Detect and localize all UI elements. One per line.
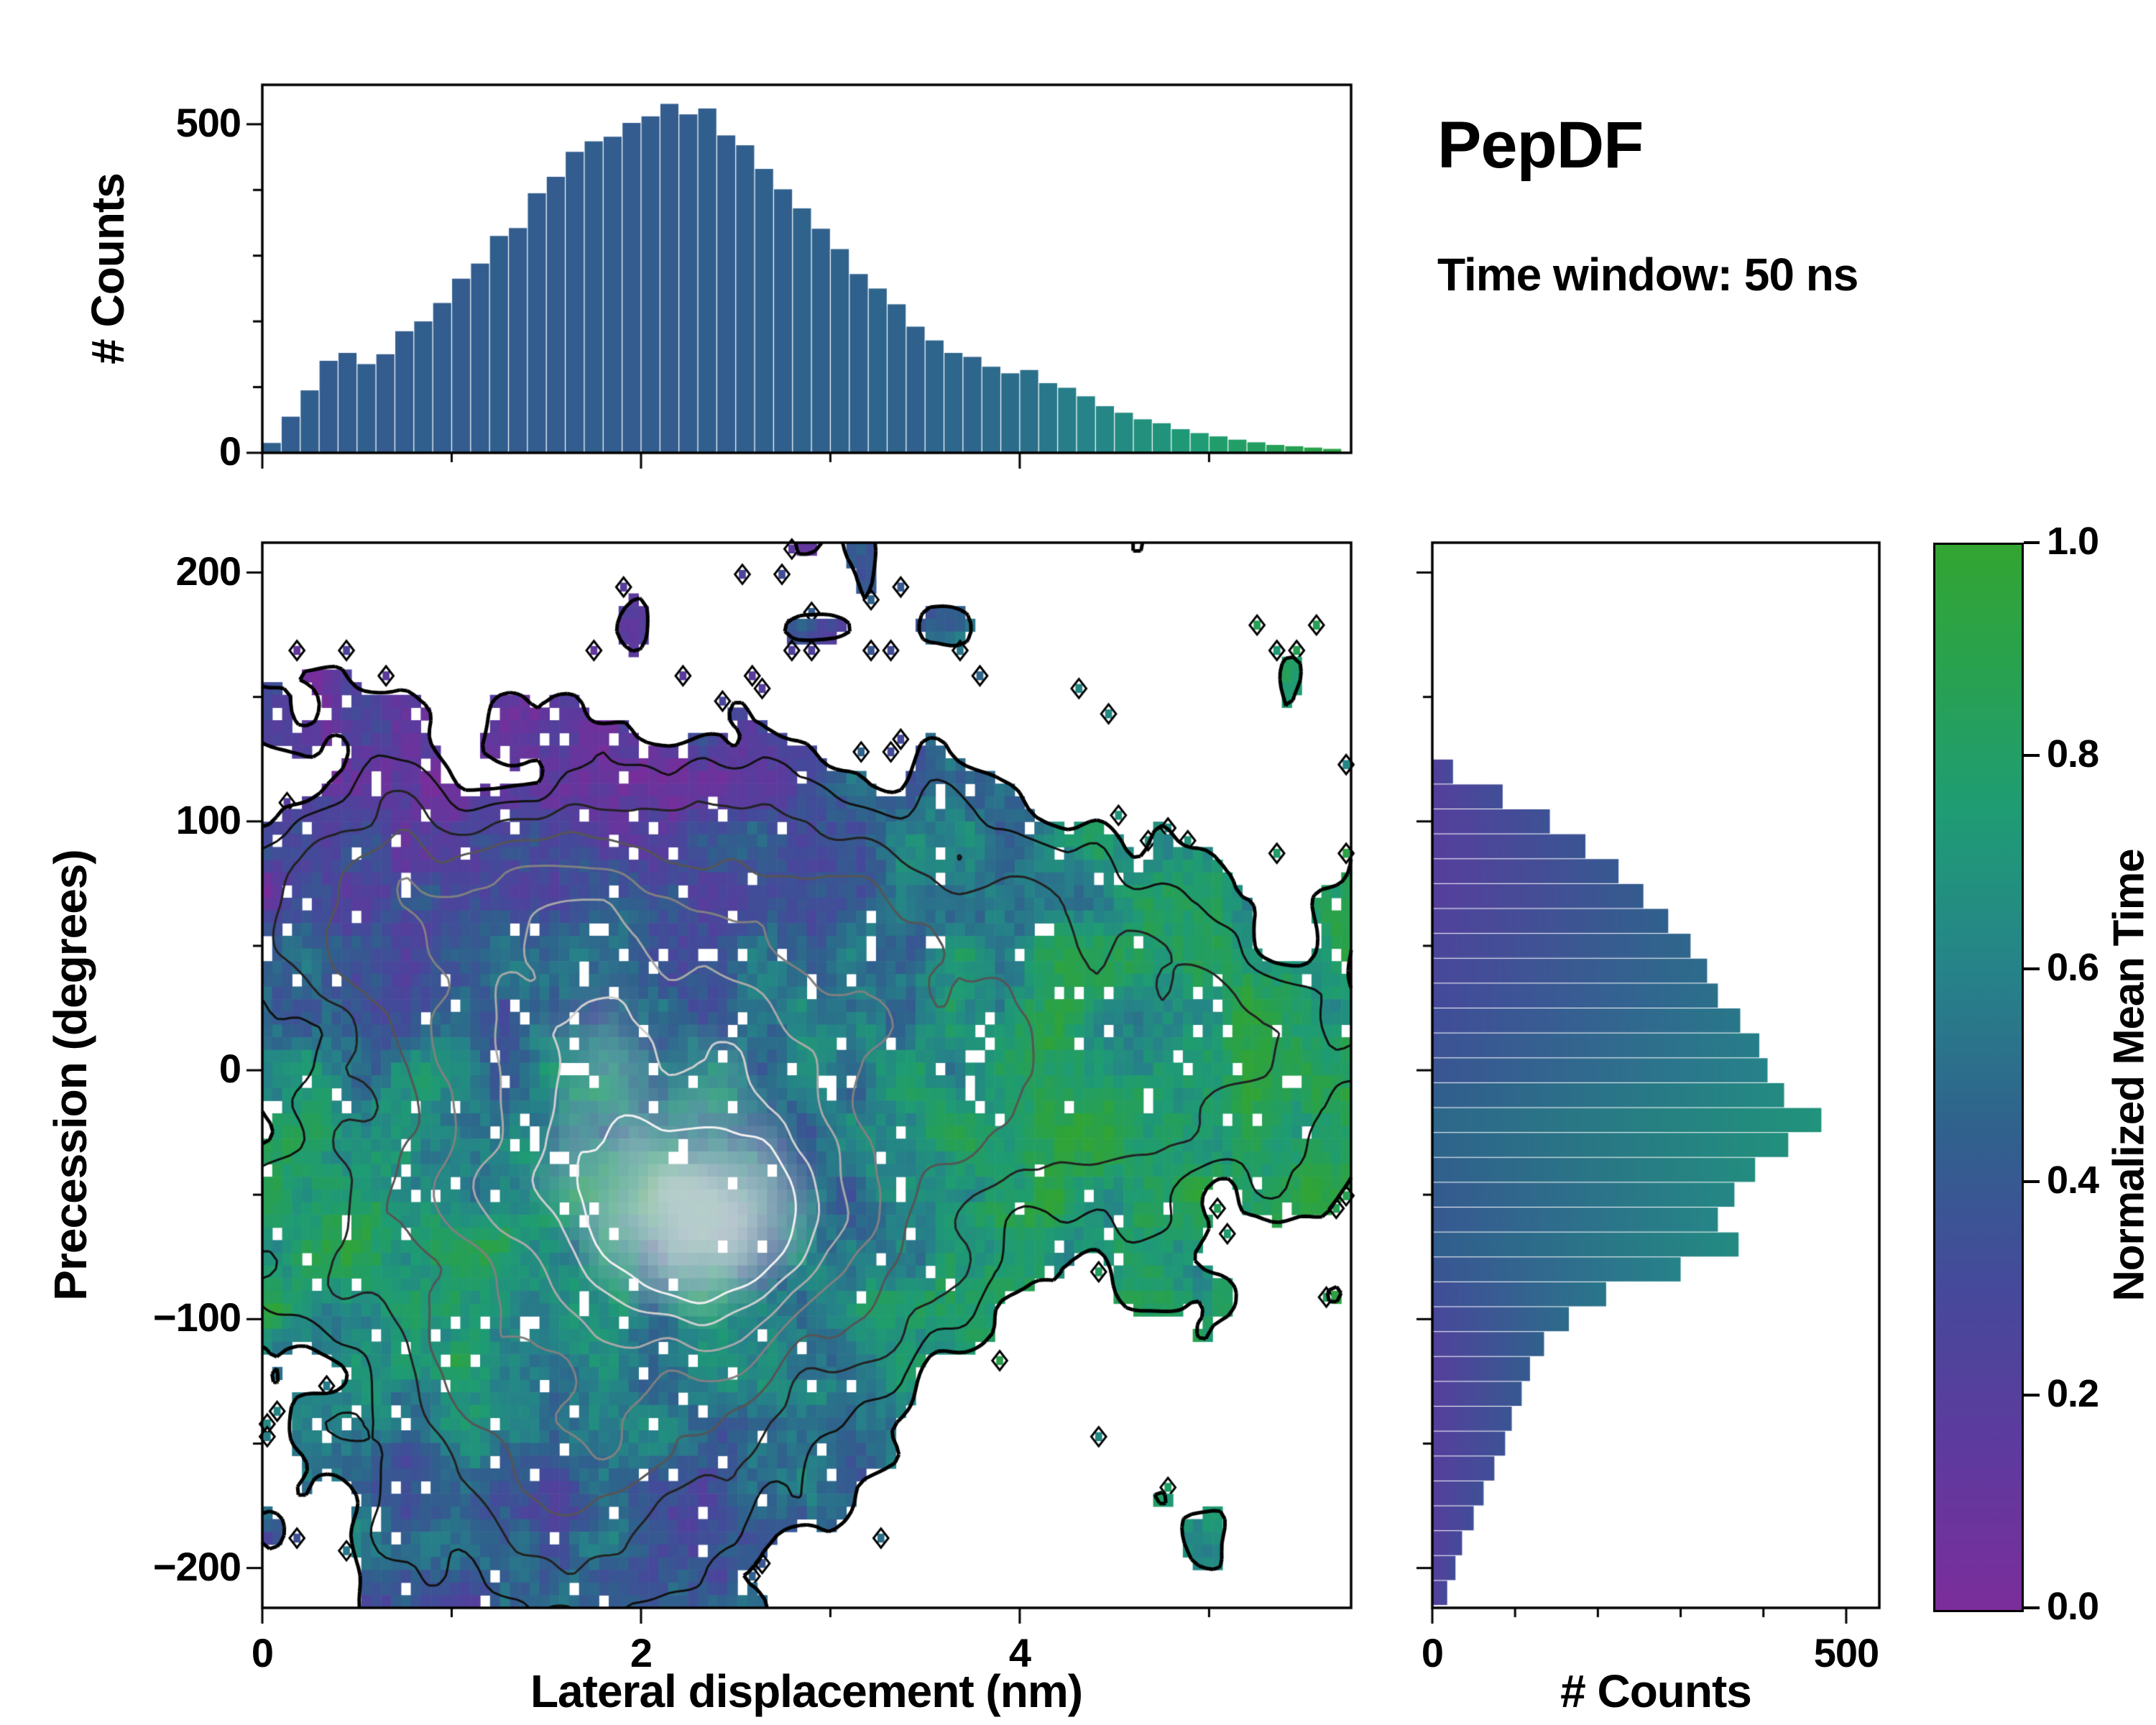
y-axis-label: Precession (degrees) — [45, 850, 96, 1301]
tick-label: 4 — [1008, 1630, 1031, 1675]
tick-label: 0 — [218, 428, 241, 474]
tick-label: 0 — [1421, 1630, 1444, 1675]
tick-label: 0.0 — [2047, 1585, 2099, 1628]
tick-label: 100 — [175, 796, 241, 842]
plot-title: PepDF — [1437, 109, 1644, 182]
colorbar-tick — [2024, 1180, 2040, 1184]
tick-label: 1.0 — [2047, 520, 2099, 563]
colorbar-tick — [2024, 754, 2040, 758]
colorbar-tick — [2024, 1606, 2040, 1609]
top-marginal-histogram-canvas — [229, 52, 1384, 486]
colorbar-tick — [2024, 541, 2040, 544]
tick-label: 0.2 — [2047, 1371, 2099, 1415]
colorbar-tick — [2024, 1393, 2040, 1397]
tick-label: 500 — [175, 99, 241, 145]
colorbar-tick — [2024, 967, 2040, 970]
tick-label: 0 — [251, 1630, 274, 1675]
tick-label: 2 — [630, 1630, 653, 1675]
tick-label: 0.6 — [2047, 945, 2099, 989]
colorbar-label: Normalized Mean Time — [2104, 849, 2153, 1302]
plot-subtitle: Time window: 50 ns — [1437, 249, 1858, 300]
tick-label: 200 — [175, 548, 241, 594]
colorbar — [1933, 543, 2024, 1612]
tick-label: −100 — [152, 1294, 241, 1340]
x-axis-label: Lateral displacement (nm) — [530, 1665, 1083, 1717]
tick-label: −200 — [152, 1543, 241, 1589]
tick-label: 0 — [218, 1046, 241, 1092]
heatmap-canvas — [229, 510, 1384, 1641]
tick-label: 0.8 — [2047, 732, 2099, 776]
tick-label: 500 — [1813, 1630, 1879, 1675]
right-hist-x-axis-label: # Counts — [1560, 1665, 1752, 1717]
right-marginal-histogram-canvas — [1399, 510, 1912, 1641]
top-hist-y-axis-label: # Counts — [82, 173, 134, 364]
tick-label: 0.4 — [2047, 1159, 2099, 1202]
